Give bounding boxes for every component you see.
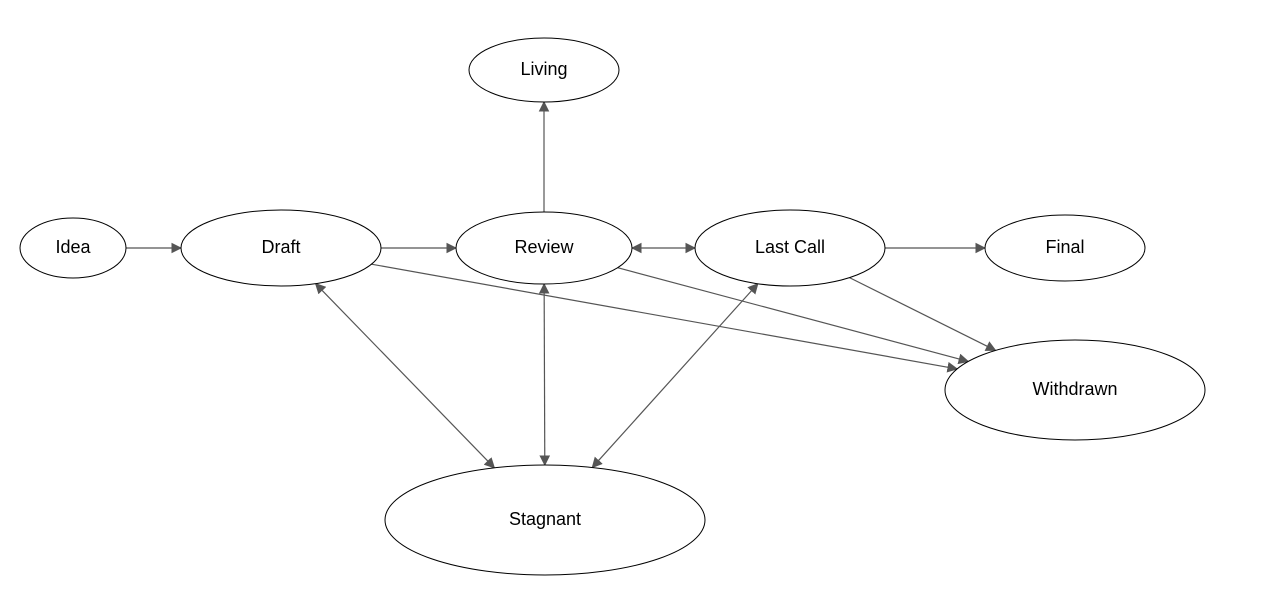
node-label-stagnant: Stagnant <box>509 509 581 529</box>
node-idea: Idea <box>20 218 126 278</box>
state-diagram: Idea Draft Review Living Last Call Final Withd… <box>0 0 1280 611</box>
node-label-draft: Draft <box>261 237 300 257</box>
node-final: Final <box>985 215 1145 281</box>
node-living: Living <box>469 38 619 102</box>
node-review: Review <box>456 212 632 284</box>
node-label-idea: Idea <box>55 237 91 257</box>
edge-lastcall-withdrawn <box>849 278 995 351</box>
node-label-living: Living <box>520 59 567 79</box>
edge-lastcall-stagnant <box>592 284 757 468</box>
node-draft: Draft <box>181 210 381 286</box>
node-withdrawn: Withdrawn <box>945 340 1205 440</box>
node-label-review: Review <box>514 237 574 257</box>
edge-draft-stagnant <box>316 284 495 468</box>
node-lastcall: Last Call <box>695 210 885 286</box>
node-label-lastcall: Last Call <box>755 237 825 257</box>
node-label-final: Final <box>1045 237 1084 257</box>
node-label-withdrawn: Withdrawn <box>1032 379 1117 399</box>
edge-review-stagnant <box>544 284 545 465</box>
nodes-layer: Idea Draft Review Living Last Call Final Withd… <box>20 38 1205 575</box>
node-stagnant: Stagnant <box>385 465 705 575</box>
